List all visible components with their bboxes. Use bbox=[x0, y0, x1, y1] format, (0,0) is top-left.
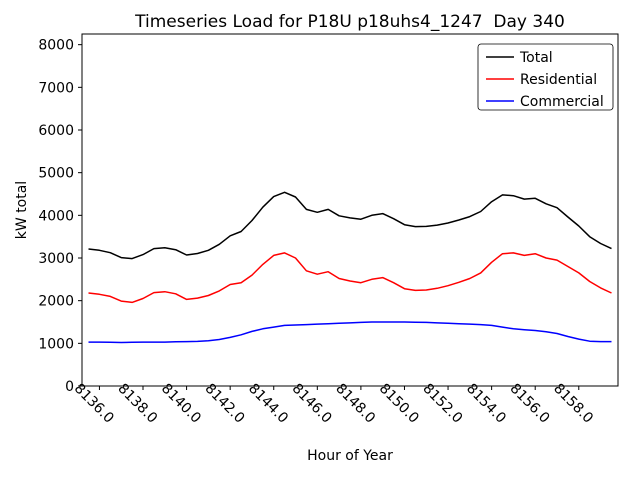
x-tick-label: 8140.0 bbox=[158, 381, 204, 427]
legend-label-total: Total bbox=[519, 50, 553, 66]
legend-box bbox=[477, 43, 614, 111]
chart-title: Timeseries Load for P18U p18uhs4_1247 Da… bbox=[135, 12, 565, 32]
series-line-commercial bbox=[88, 321, 612, 344]
y-axis-label: kW total bbox=[14, 180, 30, 240]
y-tick-label: 8000 bbox=[38, 38, 74, 54]
x-tick-label: 8144.0 bbox=[245, 381, 291, 427]
y-tick-label: 6000 bbox=[38, 123, 74, 139]
series-line-total bbox=[88, 191, 612, 260]
x-axis-label: Hour of Year bbox=[307, 448, 393, 464]
y-tick-label: 7000 bbox=[38, 80, 74, 96]
series-line-residential bbox=[88, 252, 612, 304]
x-tick-label: 8156.0 bbox=[507, 381, 553, 427]
y-tick-label: 2000 bbox=[38, 294, 74, 310]
x-tick-label: 8152.0 bbox=[419, 381, 465, 427]
x-tick-label: 8142.0 bbox=[202, 381, 248, 427]
y-tick-label: 3000 bbox=[38, 251, 74, 267]
x-tick-label: 8148.0 bbox=[332, 381, 378, 427]
x-tick-label: 8150.0 bbox=[376, 381, 422, 427]
x-tick-label: 8154.0 bbox=[463, 381, 509, 427]
y-tick-label: 1000 bbox=[38, 336, 74, 352]
plot-frame bbox=[81, 33, 619, 387]
x-tick-label: 8146.0 bbox=[289, 381, 335, 427]
y-tick-label: 5000 bbox=[38, 166, 74, 182]
legend-label-commercial: Commercial bbox=[520, 94, 604, 110]
legend-label-residential: Residential bbox=[520, 72, 597, 88]
y-tick-label: 4000 bbox=[38, 208, 74, 224]
x-tick-label: 8138.0 bbox=[114, 381, 160, 427]
x-tick-label: 8158.0 bbox=[550, 381, 596, 427]
y-tick-label: 0 bbox=[65, 379, 74, 395]
x-tick-label: 8136.0 bbox=[71, 381, 117, 427]
